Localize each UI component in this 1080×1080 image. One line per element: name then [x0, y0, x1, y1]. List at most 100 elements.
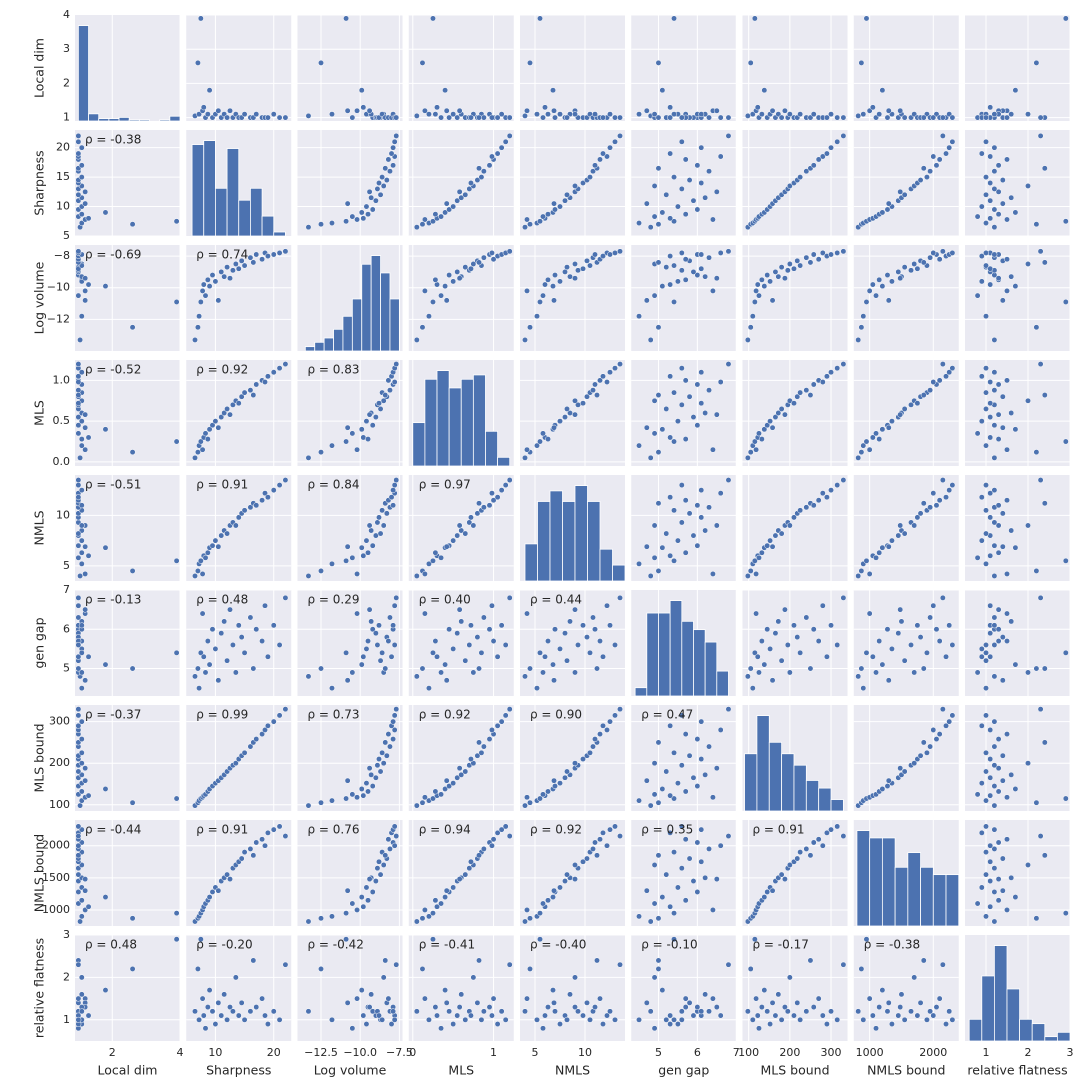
scatter-point: [914, 400, 921, 407]
scatter-point: [678, 482, 685, 489]
scatter-point: [682, 549, 689, 556]
scatter-point: [991, 251, 998, 258]
scatter-point: [215, 424, 222, 431]
scatter-point: [354, 107, 361, 114]
scatter-point: [974, 900, 981, 907]
scatter-point: [863, 936, 870, 943]
scatter-point: [77, 454, 84, 461]
scatter-point: [897, 606, 904, 613]
scatter-point: [999, 510, 1006, 517]
scatter-point: [819, 1012, 826, 1019]
scatter-point: [682, 276, 689, 283]
correlation-label: ρ = -0.38: [85, 133, 141, 147]
scatter-point: [709, 906, 716, 913]
scatter-point: [524, 906, 530, 913]
scatter-point: [227, 876, 233, 883]
scatter-point: [358, 426, 365, 433]
scatter-point: [264, 253, 271, 260]
scatter-point: [840, 594, 847, 601]
scatter-point: [978, 780, 985, 787]
scatter-point: [75, 392, 82, 399]
scatter-point: [995, 522, 1002, 529]
scatter-point: [834, 482, 841, 489]
scatter-point: [840, 114, 847, 121]
scatter-point: [860, 685, 867, 692]
scatter-point: [82, 570, 89, 577]
scatter-point: [506, 477, 513, 483]
scatter-point: [358, 987, 365, 994]
scatter-point: [920, 114, 927, 121]
x-tick-label: 6: [694, 1046, 701, 1059]
scatter-point: [794, 393, 801, 400]
scatter-point: [949, 712, 956, 719]
scatter-point: [391, 726, 398, 733]
scatter-point: [524, 794, 530, 801]
scatter-point: [651, 182, 658, 189]
scatter-point: [419, 324, 426, 331]
scatter-point: [75, 530, 82, 537]
scatter-point: [636, 1016, 642, 1023]
scatter-point: [456, 1004, 463, 1011]
panel-background: [408, 15, 514, 121]
scatter-point: [262, 602, 268, 609]
scatter-point: [502, 823, 509, 830]
scatter-point: [1004, 256, 1010, 263]
scatter-point: [879, 987, 886, 994]
scatter-point: [999, 677, 1006, 684]
scatter-point: [382, 852, 389, 859]
scatter-point: [82, 200, 89, 207]
scatter-point: [667, 792, 674, 799]
scatter-point: [671, 795, 677, 802]
scatter-point: [572, 669, 578, 676]
scatter-point: [617, 706, 623, 713]
scatter-point: [983, 389, 989, 396]
scatter-point: [391, 482, 398, 489]
scatter-point: [761, 283, 768, 290]
scatter-point: [983, 507, 989, 514]
scatter-point: [421, 216, 428, 223]
scatter-point: [488, 1012, 495, 1019]
scatter-point: [828, 622, 834, 629]
scatter-point: [192, 336, 198, 343]
scatter-point: [318, 449, 324, 456]
scatter-point: [987, 281, 994, 288]
scatter-point: [698, 400, 705, 407]
histogram-bar: [932, 874, 947, 927]
scatter-point: [430, 795, 436, 802]
scatter-point: [498, 718, 505, 725]
scatter-point: [218, 414, 225, 421]
histogram-bar: [587, 501, 601, 582]
scatter-point: [344, 887, 351, 894]
scatter-point: [671, 389, 677, 396]
panel-background: [75, 935, 180, 1041]
panel-background: [631, 360, 737, 466]
scatter-point: [264, 829, 271, 836]
scatter-point: [393, 961, 400, 968]
scatter-point: [584, 999, 590, 1006]
scatter-point: [686, 999, 693, 1006]
scatter-point: [991, 642, 998, 648]
scatter-point: [524, 995, 530, 1002]
scatter-point: [778, 871, 785, 878]
scatter-point: [686, 177, 693, 184]
scatter-point: [85, 903, 92, 910]
scatter-point: [75, 833, 82, 840]
scatter-point: [597, 156, 603, 163]
scatter-point: [819, 602, 826, 609]
scatter-point: [478, 749, 485, 756]
scatter-point: [999, 887, 1006, 894]
scatter-point: [647, 336, 654, 343]
scatter-point: [597, 377, 603, 384]
scatter-point: [550, 987, 556, 994]
histogram-bar: [681, 620, 694, 697]
scatter-point: [815, 638, 822, 644]
scatter-point: [698, 251, 705, 258]
scatter-point: [388, 494, 395, 501]
scatter-point: [204, 436, 211, 443]
panel-background: [965, 590, 1070, 696]
scatter-point: [196, 313, 203, 320]
scatter-point: [344, 424, 351, 431]
scatter-point: [490, 256, 497, 263]
scatter-point: [377, 657, 384, 664]
scatter-point: [247, 1008, 254, 1015]
